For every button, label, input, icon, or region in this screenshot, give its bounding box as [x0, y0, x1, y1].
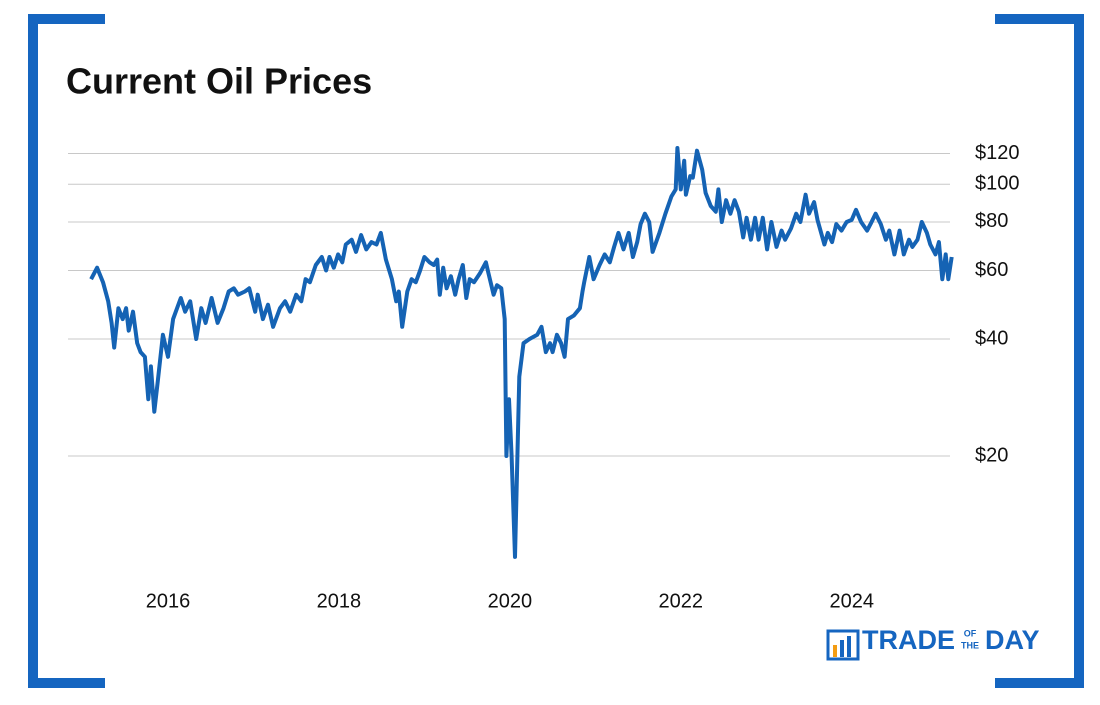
- bracket-right-top: [995, 14, 1084, 24]
- logo-text: TRADE: [862, 625, 955, 655]
- bracket-left-top: [28, 14, 105, 24]
- y-tick-label: $80: [975, 210, 1008, 232]
- logo-icon: [826, 629, 860, 661]
- frame: [28, 14, 1084, 688]
- y-tick-label: $20: [975, 444, 1008, 466]
- chart-title: Current Oil Prices: [66, 61, 372, 102]
- x-tick-label: 2018: [317, 590, 362, 612]
- price-line: [89, 146, 954, 559]
- logo-text: DAY: [985, 625, 1040, 655]
- logo-icon-bar: [840, 640, 844, 657]
- logo-icon-bar: [847, 636, 851, 657]
- y-tick-label: $60: [975, 259, 1008, 281]
- y-tick-label: $120: [975, 142, 1020, 164]
- logo-small: THE: [961, 640, 979, 650]
- x-tick-label: 2022: [659, 590, 704, 612]
- bracket-left: [28, 14, 38, 688]
- y-tick-label: $100: [975, 173, 1020, 195]
- x-tick-label: 2020: [488, 590, 533, 612]
- x-tick-label: 2016: [146, 590, 191, 612]
- logo-icon-bar: [833, 645, 837, 657]
- bracket-right-bottom: [995, 678, 1084, 688]
- logo-small: OF: [964, 628, 977, 638]
- y-tick-label: $40: [975, 327, 1008, 349]
- bracket-left-bottom: [28, 678, 105, 688]
- x-tick-label: 2024: [829, 590, 874, 612]
- bracket-right: [1074, 14, 1084, 688]
- logo: TRADE OF THE DAY: [826, 625, 1040, 661]
